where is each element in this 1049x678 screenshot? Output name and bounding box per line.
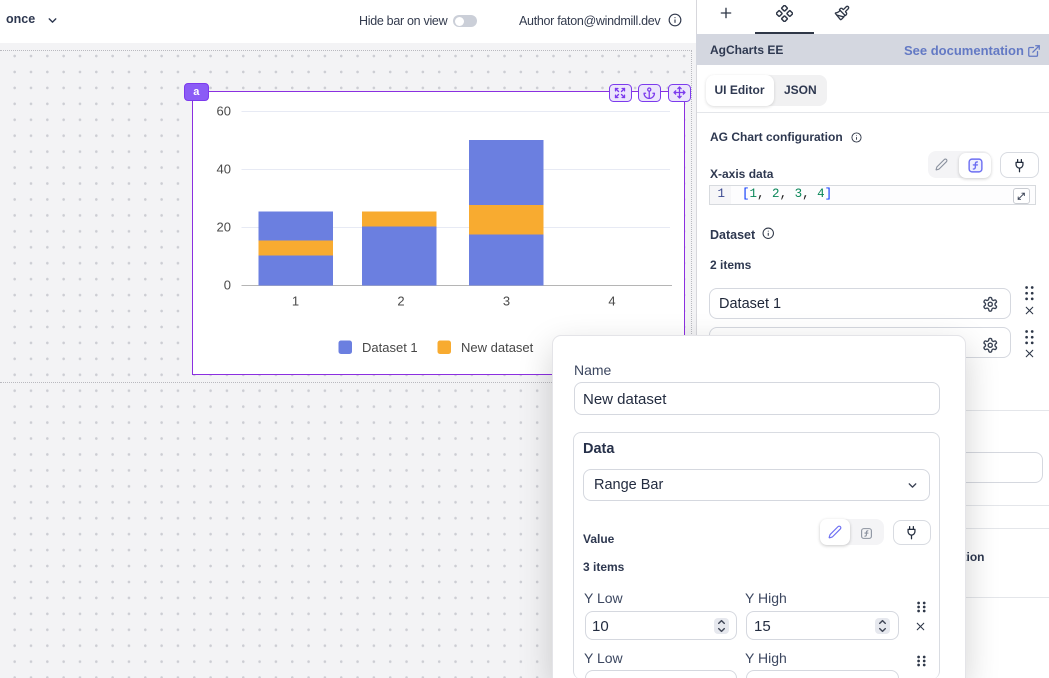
svg-text:60: 60 — [216, 104, 230, 119]
svg-text:3: 3 — [502, 294, 509, 309]
svg-text:2: 2 — [397, 294, 404, 309]
svg-text:4: 4 — [608, 294, 615, 309]
svg-text:0: 0 — [223, 278, 230, 293]
svg-text:40: 40 — [216, 162, 230, 177]
svg-text:1: 1 — [291, 294, 298, 309]
svg-text:Dataset 1: Dataset 1 — [362, 340, 418, 355]
svg-text:20: 20 — [216, 220, 230, 235]
svg-text:New dataset: New dataset — [461, 340, 534, 355]
